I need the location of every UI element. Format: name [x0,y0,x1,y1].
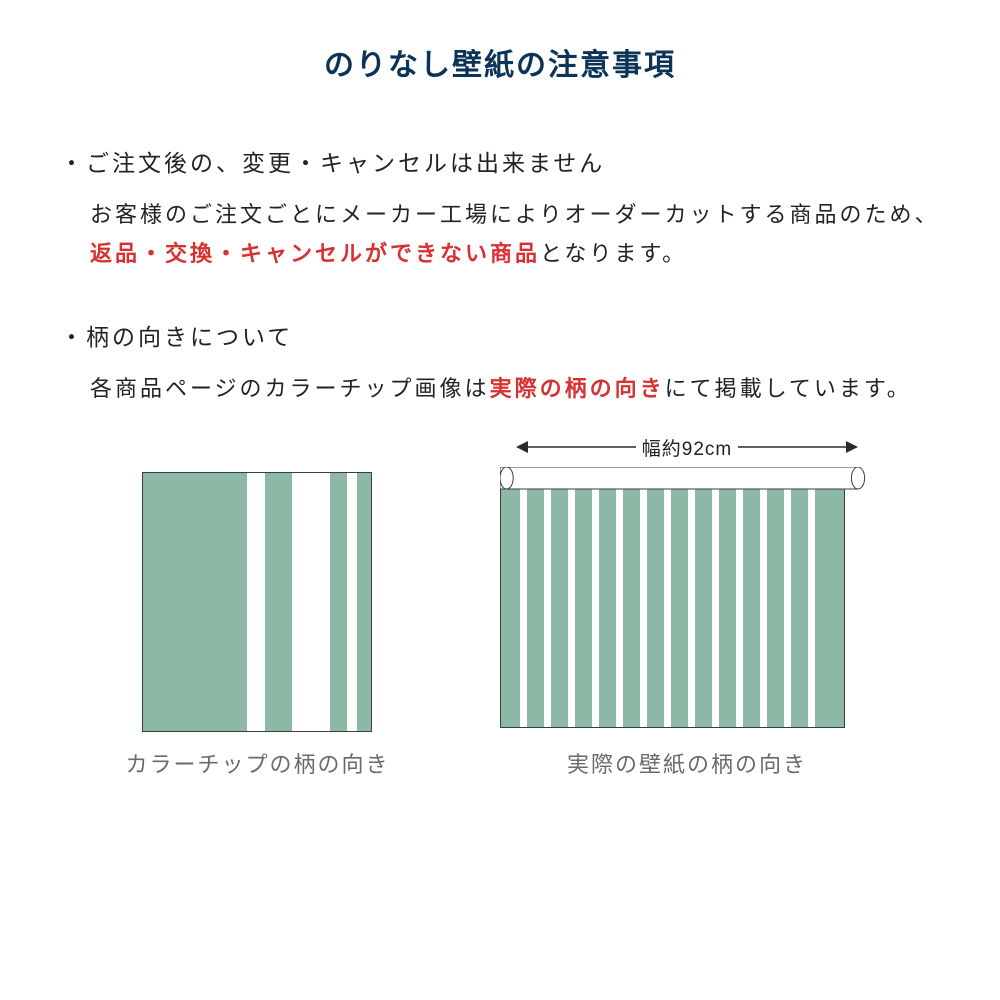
section2-highlight: 実際の柄の向き [490,376,665,401]
diagram-left: カラーチップの柄の向き [125,472,389,779]
arrow-left-icon [516,439,636,455]
diagram-right: 幅約92cm 実際の壁紙の柄の向き [500,434,875,779]
section1-body: お客様のご注文ごとにメーカー工場によりオーダーカットする商品のため、返品・交換・… [90,196,940,273]
section1-highlight: 返品・交換・キャンセルができない商品 [90,241,540,266]
diagram-row: カラーチップの柄の向き 幅約92cm 実際の壁紙の柄の向き [60,434,940,779]
section2-body: 各商品ページのカラーチップ画像は実際の柄の向きにて掲載しています。 [90,370,940,409]
wallpaper-roll-diagram [500,467,875,732]
section1-body-pre: お客様のご注文ごとにメーカー工場によりオーダーカットする商品のため、 [90,202,940,227]
width-label-row: 幅約92cm [500,434,875,461]
width-label: 幅約92cm [642,434,732,461]
section2-heading: ・柄の向きについて [60,318,940,352]
section1-heading: ・ご注文後の、変更・キャンセルは出来ません [60,144,940,178]
caption-right: 実際の壁紙の柄の向き [567,747,807,779]
section2-body-pre: 各商品ページのカラーチップ画像は [90,376,490,401]
page-title: のりなし壁紙の注意事項 [60,40,940,84]
caption-left: カラーチップの柄の向き [125,747,389,779]
arrow-right-icon [738,439,858,455]
section1-body-post: となります。 [540,241,687,266]
section2-body-post: にて掲載しています。 [665,376,912,401]
color-chip-diagram [142,472,372,732]
